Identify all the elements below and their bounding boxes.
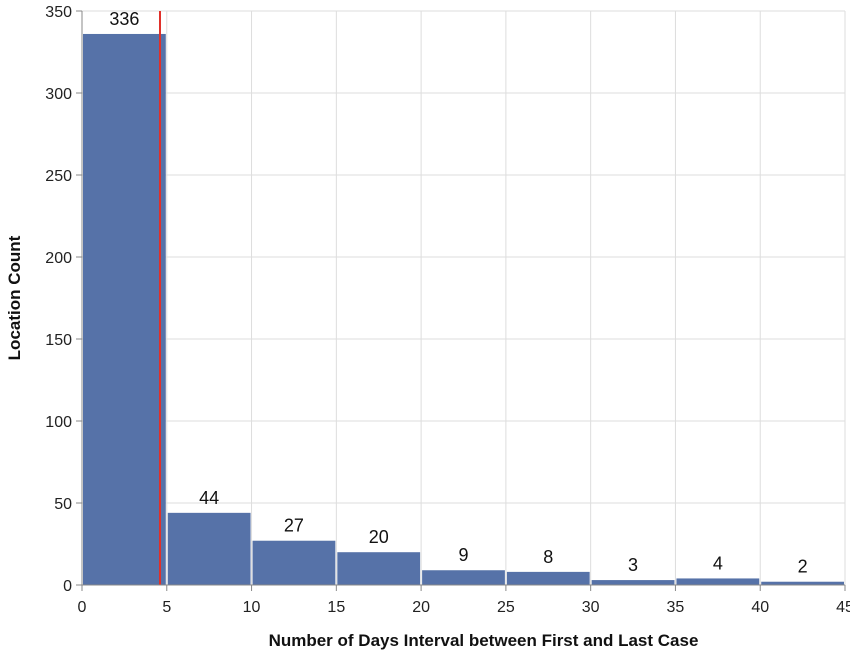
x-tick-label: 40 [751, 599, 769, 616]
axes-layer: 0 50 100 150 200 250 300 350 0 5 10 15 20 25 30 35 40 45 [45, 4, 850, 616]
histogram-bar [761, 581, 844, 585]
x-tick-label: 15 [327, 599, 345, 616]
y-tick-label: 50 [54, 496, 72, 513]
histogram-bar [83, 33, 166, 585]
histogram-bar [676, 578, 760, 585]
x-tick-label: 35 [667, 599, 685, 616]
y-axis-title: Location Count [5, 235, 24, 360]
bar-value-label: 8 [543, 547, 553, 567]
histogram-bar [252, 540, 336, 585]
bar-value-label: 2 [798, 557, 808, 577]
y-tick-label: 350 [45, 4, 72, 21]
x-tick-label: 45 [836, 599, 850, 616]
x-tick-label: 10 [243, 599, 261, 616]
bar-value-label: 9 [458, 545, 468, 565]
bar-value-label: 336 [109, 9, 139, 29]
y-tick-label: 0 [63, 578, 72, 595]
histogram-bar [422, 570, 505, 585]
data-labels-layer: 336 44 27 20 9 8 3 4 2 [109, 9, 807, 577]
y-tick-label: 100 [45, 414, 72, 431]
x-tick-label: 5 [162, 599, 171, 616]
x-tick-label: 0 [78, 599, 87, 616]
bar-value-label: 44 [199, 488, 219, 508]
x-tick-label: 30 [582, 599, 600, 616]
histogram-bar [506, 571, 590, 585]
y-tick-label: 250 [45, 168, 72, 185]
grid-layer [81, 10, 846, 586]
y-tick-label: 300 [45, 86, 72, 103]
x-tick-label: 20 [412, 599, 430, 616]
bars-layer [83, 33, 844, 585]
bar-value-label: 3 [628, 555, 638, 575]
y-tick-label: 150 [45, 332, 72, 349]
bar-value-label: 20 [369, 527, 389, 547]
x-tick-label: 25 [497, 599, 515, 616]
histogram-bar [337, 552, 421, 585]
bar-value-label: 27 [284, 516, 304, 536]
x-axis-title: Number of Days Interval between First an… [269, 631, 699, 650]
histogram-bar [591, 580, 675, 585]
bar-value-label: 4 [713, 553, 723, 573]
y-tick-label: 200 [45, 250, 72, 267]
histogram-bar [167, 512, 251, 585]
